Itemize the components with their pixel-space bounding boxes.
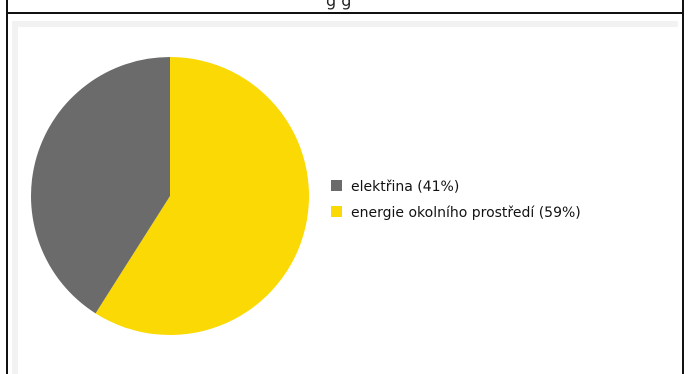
legend-swatch-0 xyxy=(331,180,342,191)
chart-frame: g g xyxy=(6,0,684,374)
pie-slices xyxy=(31,57,310,335)
legend-label-0: elektřina (41%) xyxy=(351,179,459,195)
legend-label-1: energie okolního prostředí (59%) xyxy=(351,205,581,221)
header-title: g g xyxy=(326,0,352,10)
header-bar: g g xyxy=(8,0,682,14)
chart-legend: elektřina (41%) energie okolního prostřed… xyxy=(331,179,581,221)
pie-chart: elektřina (41%) energie okolního prostřed… xyxy=(31,57,581,335)
chart-area: elektřina (41%) energie okolního prostřed… xyxy=(18,27,678,374)
legend-swatch-1 xyxy=(331,206,342,217)
pie-slice-1 xyxy=(95,57,310,335)
pie-slice-0 xyxy=(31,57,170,314)
